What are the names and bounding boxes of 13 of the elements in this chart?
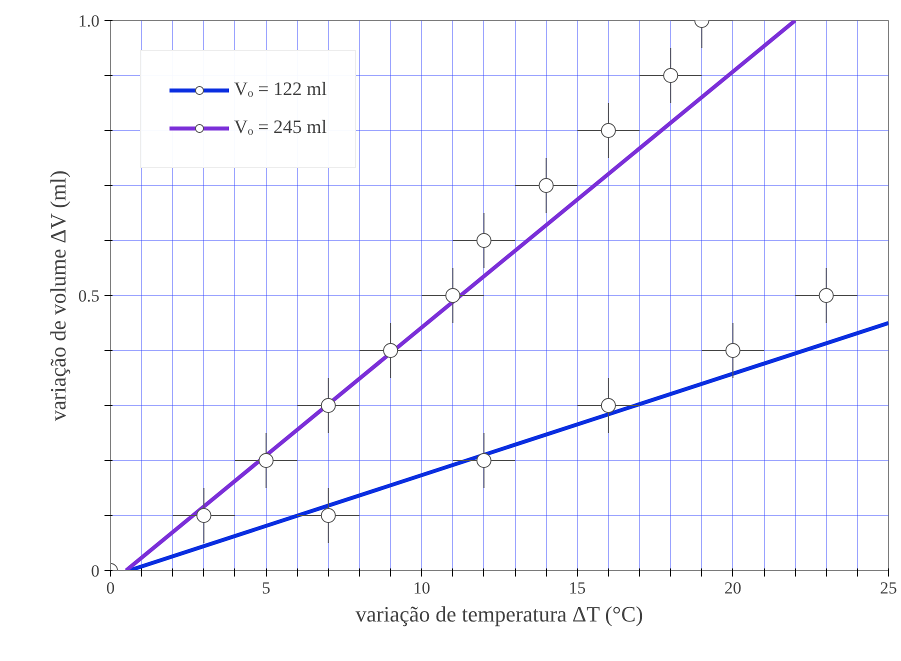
y-tick-label: 0.5 (78, 286, 100, 306)
y-tick-label: 0 (91, 562, 100, 580)
x-tick-label: 0 (106, 578, 115, 598)
x-tick-label: 5 (262, 578, 270, 598)
legend-label: Vₒ = 245 ml (234, 117, 327, 139)
y-tick-label: 1.0 (78, 12, 100, 30)
x-axis-title: variação de temperatura ΔT (°C) (355, 602, 644, 626)
x-tick-label: 20 (724, 578, 742, 598)
x-tick-label: 10 (413, 578, 430, 598)
legend-label: Vₒ = 122 ml (234, 79, 327, 101)
x-tick-label: 15 (568, 578, 586, 598)
y-axis-title: variação de volume ΔV (ml) (45, 170, 70, 422)
x-tick-label: 25 (880, 578, 897, 598)
